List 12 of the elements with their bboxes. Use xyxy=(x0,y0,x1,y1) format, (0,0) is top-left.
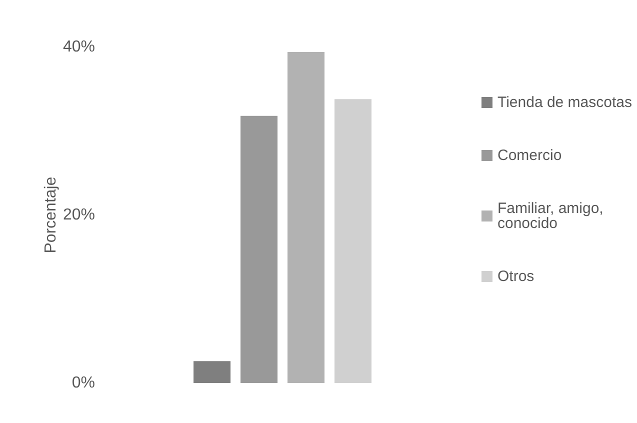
bar xyxy=(334,99,372,383)
y-axis-title: Porcentaje xyxy=(42,176,60,254)
legend-label: Comercio xyxy=(497,147,562,164)
legend-label: Familiar, amigo, conocido xyxy=(497,200,608,232)
y-tick-label: 0% xyxy=(72,374,95,392)
bar xyxy=(287,52,324,383)
legend-label: Otros xyxy=(497,268,534,285)
y-tick-label: 20% xyxy=(62,206,95,224)
legend-label: Tienda de mascotas xyxy=(497,94,632,111)
bar xyxy=(194,361,231,383)
y-tick-label: 40% xyxy=(62,38,95,56)
bar xyxy=(240,116,278,383)
